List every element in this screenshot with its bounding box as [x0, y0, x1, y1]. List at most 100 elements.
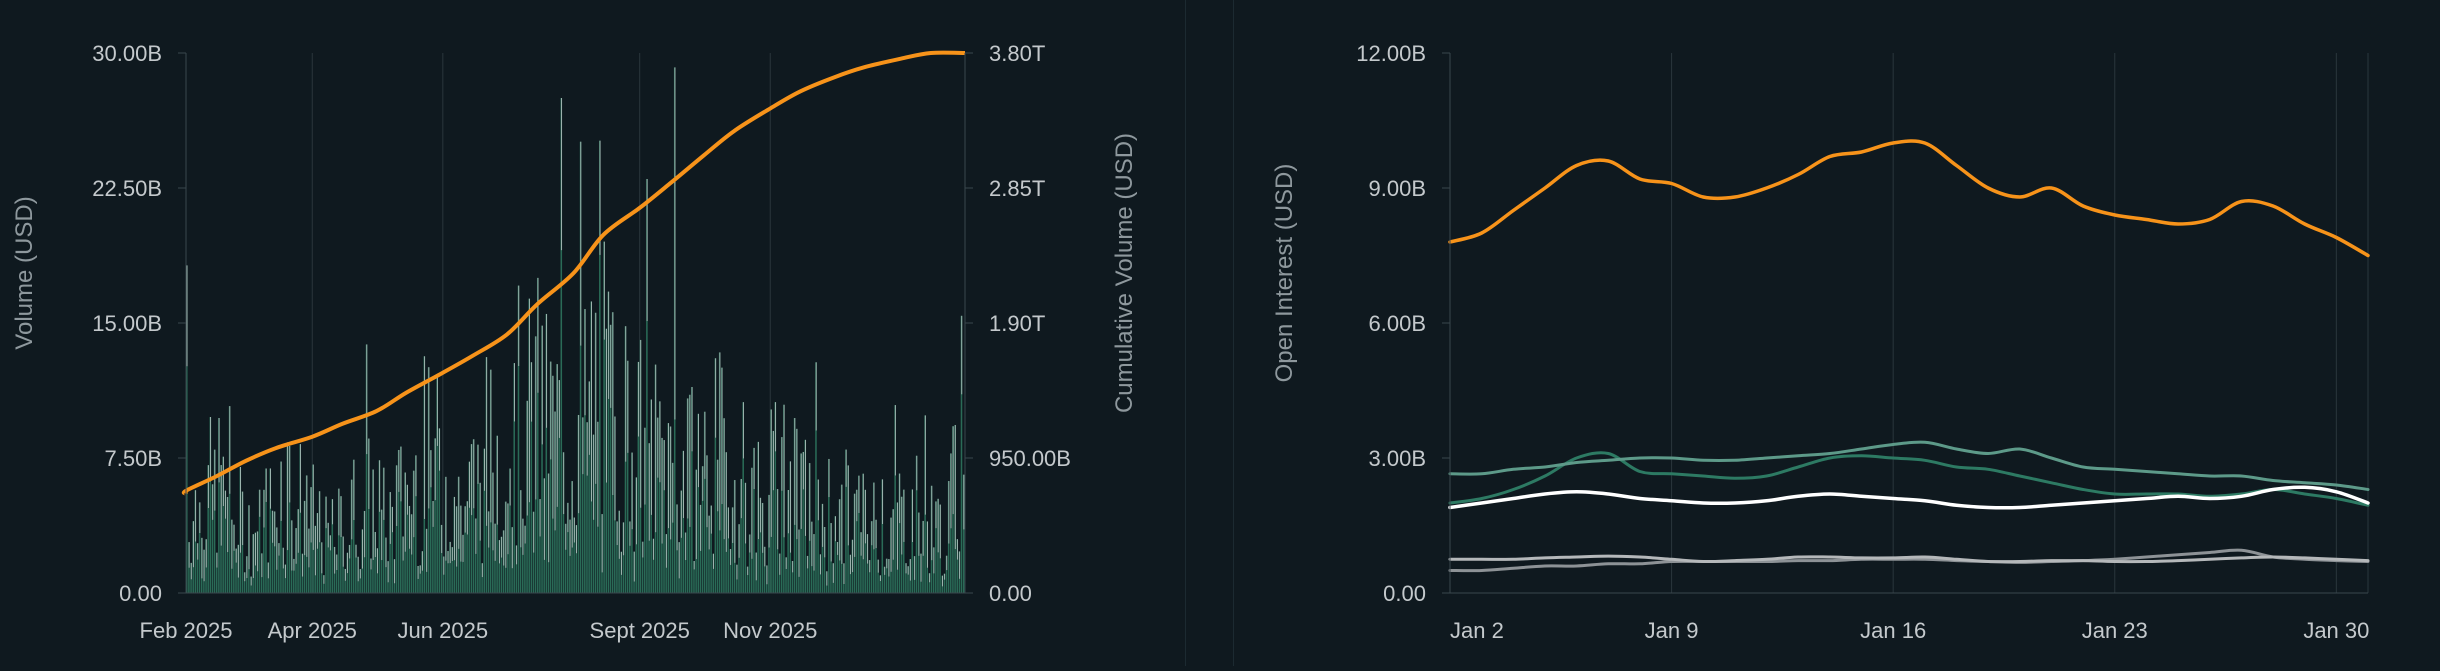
volume-bar: [727, 507, 729, 593]
volume-bar: [894, 405, 896, 593]
volume-bar: [344, 568, 346, 593]
volume-bar: [789, 461, 792, 593]
volume-bar: [684, 532, 687, 593]
volume-bar: [813, 534, 815, 593]
volume-bar: [340, 496, 342, 593]
volume-bar: [337, 488, 340, 593]
volume-bar: [573, 517, 575, 593]
volume-bar: [682, 450, 685, 593]
volume-bar: [239, 466, 242, 593]
volume-bar: [650, 399, 652, 593]
volume-bar: [838, 499, 841, 593]
volume-bar: [956, 539, 958, 593]
volume-bar: [265, 468, 267, 593]
volume-bar: [494, 523, 496, 593]
volume-bar: [922, 520, 924, 593]
volume-bar: [624, 326, 627, 593]
volume-bar: [733, 480, 736, 593]
volume-bar: [795, 428, 798, 593]
volume-bar: [907, 566, 909, 593]
volume-bar: [466, 501, 468, 593]
volume-bar: [755, 552, 757, 593]
volume-bar: [772, 430, 774, 593]
volume-bar: [374, 531, 376, 593]
volume-bar: [943, 573, 946, 593]
volume-bar: [947, 481, 950, 593]
volume-bar: [348, 544, 351, 593]
volume-bar: [868, 560, 871, 593]
volume-bar: [376, 548, 379, 593]
volume-bar: [669, 426, 672, 593]
volume-bar: [911, 489, 914, 593]
volume-bar: [485, 357, 488, 593]
volume-bar: [913, 556, 916, 593]
open-interest-y-axis-title: Open Interest (USD): [1271, 164, 1298, 383]
volume-bar: [721, 367, 723, 593]
volume-bar: [314, 525, 316, 593]
volume-bar: [200, 537, 203, 593]
volume-bar: [406, 484, 408, 593]
volume-bar: [459, 505, 462, 593]
volume-bar: [342, 536, 344, 593]
volume-bar: [504, 501, 507, 593]
volume-bar: [487, 511, 490, 593]
volume-bar: [780, 437, 783, 593]
volume-bar: [273, 511, 276, 593]
volume-bar: [676, 504, 678, 593]
volume-bar: [825, 571, 828, 593]
volume-bar: [186, 265, 188, 593]
volume-bar: [519, 490, 522, 593]
oi-series-line: [1448, 548, 2370, 573]
volume-bar: [699, 504, 702, 593]
volume-bar: [725, 452, 727, 593]
volume-bar: [639, 339, 642, 593]
volume-bar: [365, 344, 368, 593]
volume-x-tick-label: Sept 2025: [590, 618, 690, 643]
volume-bar: [855, 489, 858, 593]
volume-bar: [211, 484, 214, 593]
volume-bar: [320, 542, 323, 593]
volume-bar: [444, 476, 447, 593]
volume-bar: [432, 500, 434, 593]
volume-bar: [479, 482, 481, 593]
volume-bar: [879, 575, 881, 593]
oi-y-tick-label: 12.00B: [1356, 41, 1426, 66]
volume-bar: [656, 417, 659, 593]
volume-bar: [765, 565, 768, 593]
volume-bar: [626, 360, 629, 593]
volume-bar: [932, 547, 935, 593]
volume-bar: [678, 542, 680, 593]
volume-bar: [526, 400, 528, 593]
volume-bar: [400, 446, 402, 593]
volume-bar: [357, 556, 359, 593]
volume-bar: [586, 422, 588, 593]
volume-bar: [412, 470, 415, 593]
volume-bar: [541, 325, 543, 593]
volume-bar: [569, 519, 571, 593]
volume-bar: [851, 539, 854, 593]
oi-series-line: [1448, 451, 2370, 507]
volume-bar: [551, 375, 554, 593]
volume-bar: [723, 418, 725, 593]
volume-bar: [714, 358, 717, 593]
volume-bar: [847, 465, 849, 593]
volume-bar: [243, 572, 246, 593]
volume-chart-panel: Feb 2025 Apr 2025 Jun 2025 Sept 2025 Nov 202…: [0, 0, 1185, 666]
volume-bar: [453, 496, 456, 593]
volume-bar: [322, 575, 325, 593]
volume-bar: [819, 554, 822, 593]
volume-bar: [896, 502, 899, 593]
volume-bar: [427, 367, 430, 593]
cumulative-volume-line: [181, 50, 966, 496]
volume-bar: [297, 509, 299, 593]
volume-bar: [716, 459, 719, 593]
volume-x-tick-label: Nov 2025: [723, 618, 817, 643]
volume-bar: [299, 444, 301, 593]
volume-bar: [280, 461, 282, 593]
volume-bar: [718, 352, 721, 593]
volume-bar: [230, 519, 233, 593]
volume-bar: [393, 559, 396, 593]
volume-bar: [382, 467, 385, 593]
volume-bar: [436, 376, 438, 593]
volume-bar: [483, 448, 486, 593]
